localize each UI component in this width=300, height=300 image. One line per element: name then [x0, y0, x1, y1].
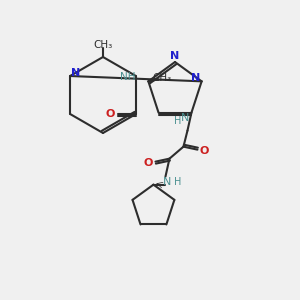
Text: N: N: [163, 177, 172, 187]
Text: N: N: [191, 73, 200, 83]
Text: H: H: [174, 177, 181, 187]
Text: N: N: [170, 51, 180, 61]
Text: O: O: [200, 146, 209, 156]
Text: N: N: [71, 68, 81, 78]
Text: CH₃: CH₃: [153, 73, 172, 83]
Text: O: O: [105, 109, 115, 119]
Text: H: H: [174, 116, 181, 126]
Text: NH: NH: [120, 72, 136, 82]
Text: N: N: [181, 113, 190, 123]
Text: O: O: [144, 158, 153, 168]
Text: CH₃: CH₃: [93, 40, 112, 50]
